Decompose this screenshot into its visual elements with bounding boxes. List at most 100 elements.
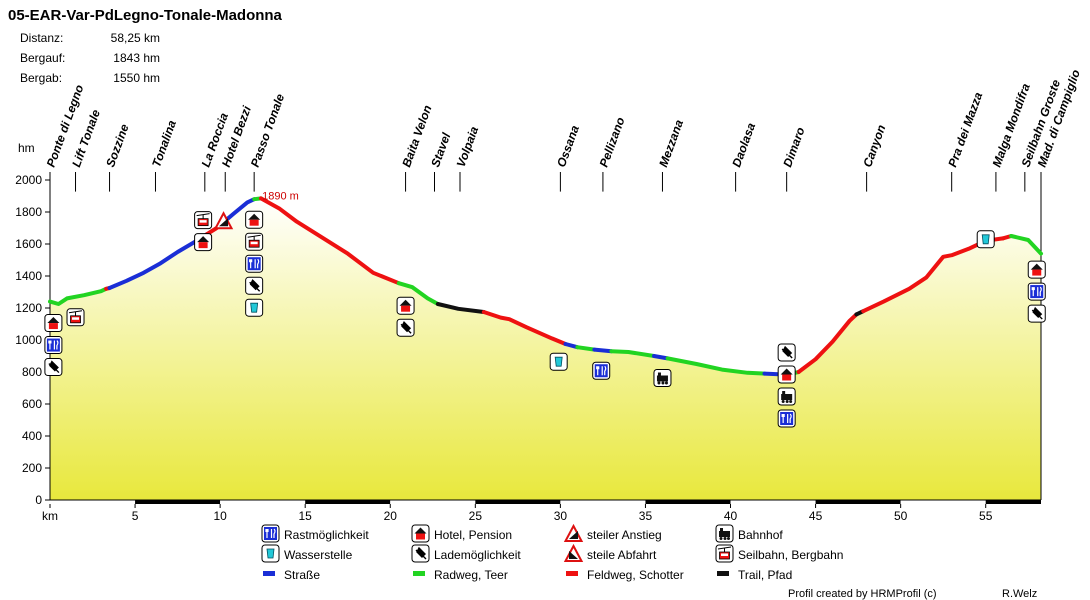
legend-item-feldweg-schotter: Feldweg, Schotter — [566, 568, 684, 582]
profile-segment-trail — [435, 302, 486, 314]
charging-plug-icon — [411, 544, 430, 563]
icon-glyph — [265, 528, 276, 538]
icon-body — [401, 305, 411, 312]
icon-bg — [780, 412, 794, 425]
icon-wheel — [785, 400, 789, 403]
icon-glyph — [781, 394, 793, 400]
icon-glyph — [48, 340, 59, 350]
x-tick-label: 15 — [299, 509, 313, 523]
place-label: Volpaia — [454, 124, 482, 169]
place-label: Sozzine — [103, 122, 132, 169]
house-icon — [194, 233, 213, 252]
icon-bg — [46, 338, 60, 352]
icon-wheel — [719, 537, 723, 540]
fork-knife-icon — [1027, 282, 1046, 301]
charging-plug-icon — [245, 276, 264, 295]
km-bar-segment — [730, 500, 816, 504]
legend-label: Rastmöglichkeit — [284, 528, 369, 542]
charging-plug-icon — [777, 343, 796, 362]
house-icon — [1027, 260, 1046, 279]
place-label: Passo Tonale — [248, 92, 288, 169]
icon-slope — [569, 551, 578, 559]
icon-glyph — [1031, 286, 1042, 297]
y-tick-label: 1200 — [15, 301, 42, 315]
stat-ascent-label: Bergauf: — [20, 51, 65, 65]
profile-segment-bike — [396, 281, 440, 306]
cable-car-icon — [245, 232, 264, 251]
icon-wheel — [723, 537, 727, 540]
stat-distance-value: 58,25 km — [111, 31, 160, 45]
legend-label: steiler Anstieg — [587, 528, 662, 542]
water-cup-icon — [976, 230, 995, 249]
legend-label: Feldweg, Schotter — [587, 568, 684, 582]
y-tick-label: 200 — [22, 461, 42, 475]
legend-item-radweg-teer: Radweg, Teer — [413, 568, 508, 582]
author-text: R.Welz — [1002, 588, 1037, 600]
icon-wheel — [664, 381, 668, 385]
icon-bg — [264, 527, 277, 540]
icon-glyph — [249, 258, 260, 269]
y-axis-unit-label: hm — [18, 141, 35, 155]
steep-descent-icon — [563, 543, 584, 562]
legend-item-steile-abfahrt: steile Abfahrt — [563, 543, 657, 562]
cable-car-icon — [194, 211, 213, 230]
place-label: Stavel — [428, 130, 453, 169]
place-label: Canyon — [860, 123, 888, 169]
legend-item-wasserstelle: Wasserstelle — [261, 544, 353, 563]
place-label: Tonalina — [149, 118, 179, 169]
legend-item-hotel-pension: Hotel, Pension — [411, 524, 512, 543]
x-tick-label: 5 — [132, 509, 139, 523]
legend-label: Seilbahn, Bergbahn — [738, 548, 843, 562]
legend-label: Radweg, Teer — [434, 568, 508, 582]
icon-wheel — [657, 381, 661, 385]
legend-item-rastm-glichkeit: Rastmöglichkeit — [261, 524, 369, 543]
legend-label: Straße — [284, 568, 320, 582]
stat-descent-label: Bergab: — [20, 71, 62, 85]
road-swatch — [263, 571, 275, 576]
profile-segment-bike — [1009, 234, 1043, 256]
icon-glyph — [1031, 306, 1043, 320]
y-tick-label: 1400 — [15, 269, 42, 283]
legend-label: steile Abfahrt — [587, 548, 657, 562]
icon-bg — [594, 364, 608, 378]
legend-label: Trail, Pfad — [738, 568, 792, 582]
water-cup-icon — [549, 352, 568, 371]
icon-glyph — [249, 279, 261, 292]
legend-label: Hotel, Pension — [434, 528, 512, 542]
icon-glyph — [554, 356, 563, 367]
fork-knife-icon — [245, 254, 264, 273]
icon-window — [721, 553, 728, 556]
fork-knife-icon — [44, 336, 63, 355]
icon-roof — [1030, 263, 1043, 270]
profile-segment-road — [592, 347, 614, 354]
icon-glyph — [781, 345, 793, 359]
y-tick-label: 0 — [35, 493, 42, 507]
steep-ascent-icon — [563, 523, 584, 542]
icon-wheel — [789, 400, 793, 403]
house-icon — [411, 524, 430, 543]
icon-glyph — [719, 531, 730, 537]
legend-swatch-road — [263, 571, 275, 576]
icon-wheel — [661, 381, 665, 385]
icon-chimney — [782, 391, 786, 394]
credit-text: Profil created by HRMProfil (c) — [788, 588, 937, 600]
gravel-swatch — [566, 571, 578, 576]
charging-plug-icon — [396, 318, 415, 337]
icon-body — [1032, 269, 1042, 276]
y-tick-label: 2000 — [15, 173, 42, 187]
legend-swatch-gravel — [566, 571, 578, 576]
km-bar-segment — [645, 500, 731, 504]
profile-segment-bike — [609, 349, 656, 358]
house-icon — [396, 296, 415, 315]
y-tick-label: 600 — [22, 397, 42, 411]
icon-glyph — [981, 234, 990, 245]
icon-glyph — [656, 375, 668, 382]
icon-glyph — [415, 546, 427, 560]
train-icon — [715, 524, 734, 543]
profile-segment-bike — [665, 356, 767, 376]
km-bar-segment — [475, 500, 561, 504]
place-label: Dimaro — [780, 125, 807, 169]
icon-roof — [780, 368, 793, 375]
icon-roof — [248, 213, 261, 220]
